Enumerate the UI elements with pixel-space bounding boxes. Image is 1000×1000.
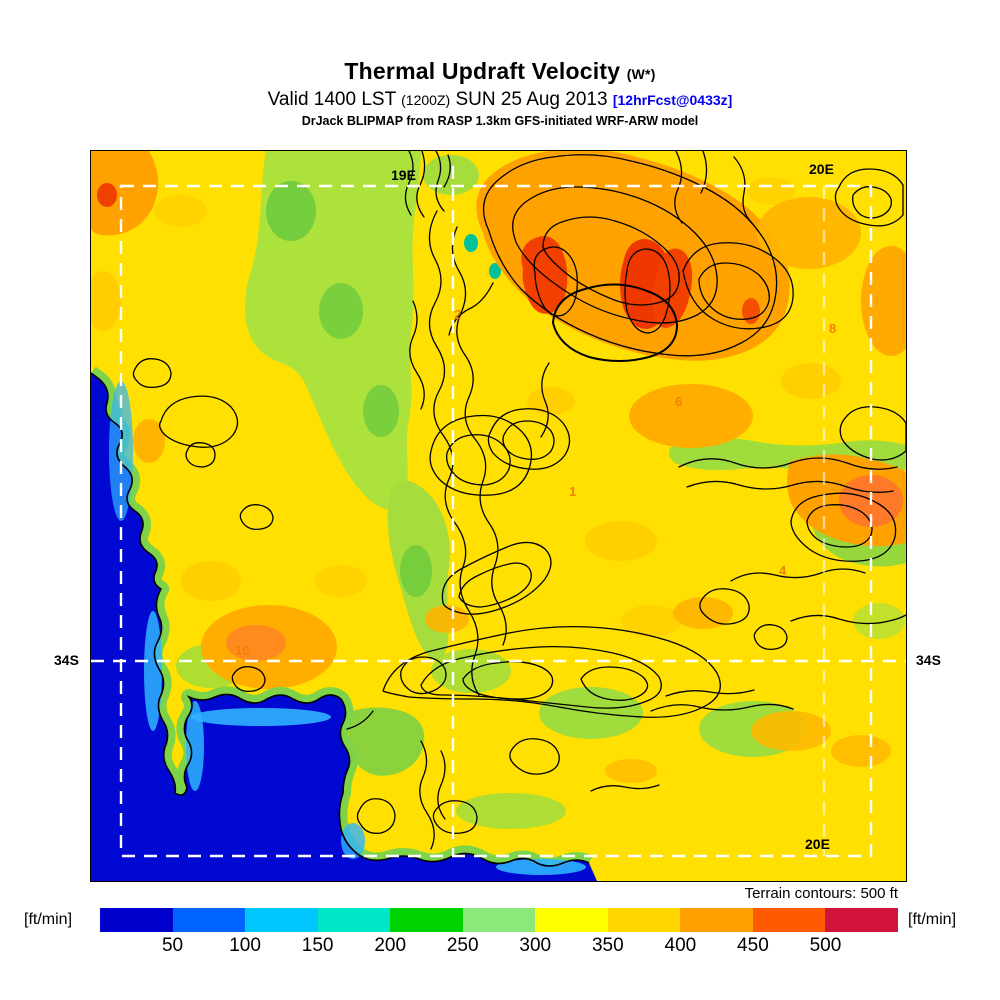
colorbar-tick: 500	[809, 935, 842, 956]
colorbar-unit-left: [ft/min]	[24, 911, 73, 928]
terrain-contours-note: Terrain contours: 500 ft	[744, 885, 898, 902]
site-number-6: 6	[675, 394, 683, 409]
colorbar-segment	[245, 908, 318, 932]
colorbar-segment	[100, 908, 173, 932]
colorbar-segment	[825, 908, 899, 932]
colorbar-tick: 300	[519, 935, 552, 956]
header: Thermal Updraft Velocity (W*) Valid 1400…	[0, 58, 1000, 128]
colorbar-segment	[680, 908, 753, 932]
colorbar-tick: 150	[301, 935, 334, 956]
valid-line: Valid 1400 LST (1200Z) SUN 25 Aug 2013 […	[0, 89, 1000, 111]
colorbar-tick: 200	[374, 935, 407, 956]
map-frame: 19E 20E 20E 2 8 6 1 4 10	[90, 150, 907, 882]
site-number-8: 8	[829, 321, 837, 336]
forecast-tag: [12hrFcst@0433z]	[612, 92, 733, 108]
contour-lines	[132, 151, 906, 850]
lat-lon-grid	[91, 166, 906, 858]
colorbar-segment	[172, 908, 246, 932]
colorbar-unit-right: [ft/min]	[908, 911, 957, 928]
colorbar-segment	[462, 908, 536, 932]
thermal-map-graphic	[91, 151, 906, 881]
site-number-4: 4	[779, 563, 787, 578]
colorbar-segment	[317, 908, 391, 932]
grid-label-19e-top: 19E	[391, 167, 416, 183]
valid-zulu: (1200Z)	[401, 92, 451, 108]
page-title: Thermal Updraft Velocity (W*)	[0, 58, 1000, 85]
title-text: Thermal Updraft Velocity	[344, 58, 621, 84]
colorbar-segment	[535, 908, 608, 932]
grid-label-20e-bottom: 20E	[805, 836, 830, 852]
colorbar-tick: 50	[161, 935, 184, 956]
colorbar-segment	[607, 908, 681, 932]
model-line: DrJack BLIPMAP from RASP 1.3km GFS-initi…	[301, 114, 699, 128]
valid-date: SUN 25 Aug 2013	[455, 89, 608, 110]
colorbar-tick: 350	[591, 935, 624, 956]
colorbar-segment	[752, 908, 826, 932]
grid-label-34s-left: 34S	[54, 652, 79, 668]
colorbar-segment	[390, 908, 463, 932]
grid-label-34s-right: 34S	[916, 652, 941, 668]
title-suffix: (W*)	[626, 66, 656, 82]
colorbar-tick: 250	[446, 935, 479, 956]
site-number-2: 2	[454, 307, 462, 322]
site-number-10: 10	[235, 643, 250, 658]
site-number-1: 1	[569, 484, 577, 499]
colorbar-tick: 400	[664, 935, 697, 956]
grid-label-20e-top: 20E	[809, 161, 834, 177]
colorbar-tick: 450	[737, 935, 769, 956]
colorbar: 50 100 150 200 250 300 350 400 450 500	[100, 908, 899, 956]
colorbar-tick: 100	[229, 935, 261, 956]
valid-prefix: Valid 1400 LST	[267, 89, 396, 110]
